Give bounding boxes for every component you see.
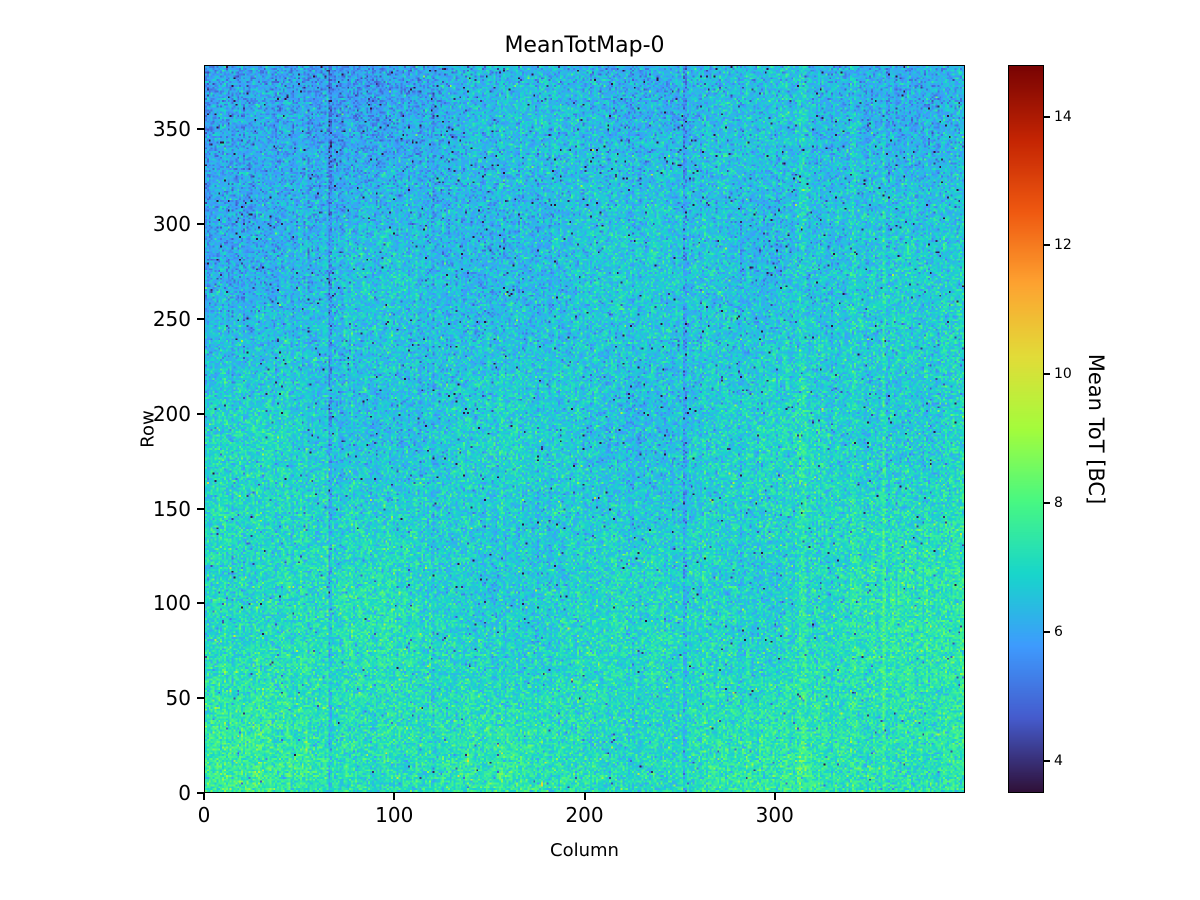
- y-tick-mark: [197, 318, 204, 321]
- colorbar-tick-label: 8: [1054, 495, 1063, 512]
- colorbar-tick-label: 4: [1054, 752, 1063, 769]
- x-tick-mark: [393, 793, 396, 800]
- y-tick-label: 150: [152, 496, 191, 521]
- x-tick-label: 100: [375, 803, 414, 827]
- y-tick-mark: [197, 223, 204, 226]
- y-tick-label: 300: [152, 212, 191, 237]
- x-tick-label: 300: [755, 803, 794, 827]
- colorbar: [1008, 65, 1044, 793]
- colorbar-label: Mean ToT [BC]: [1084, 353, 1108, 505]
- x-tick-label: 0: [197, 803, 211, 827]
- colorbar-tick-mark: [1044, 502, 1050, 505]
- x-tick-mark: [583, 793, 586, 800]
- colorbar-canvas: [1009, 66, 1043, 792]
- x-axis-label: Column: [550, 840, 619, 861]
- colorbar-tick-mark: [1044, 759, 1050, 762]
- colorbar-tick-label: 12: [1054, 237, 1072, 254]
- heatmap-canvas: [205, 66, 964, 792]
- x-tick-mark: [773, 793, 776, 800]
- colorbar-tick-label: 10: [1054, 366, 1072, 383]
- y-tick-mark: [197, 412, 204, 415]
- x-tick-label: 200: [565, 803, 604, 827]
- y-tick-mark: [197, 792, 204, 794]
- y-tick-label: 50: [165, 686, 191, 711]
- colorbar-tick-label: 6: [1054, 623, 1063, 640]
- y-tick-label: 250: [152, 307, 191, 332]
- y-tick-label: 100: [152, 591, 191, 616]
- y-tick-mark: [197, 602, 204, 605]
- chart-title: MeanTotMap-0: [504, 33, 665, 58]
- y-tick-label: 200: [152, 401, 191, 426]
- colorbar-tick-label: 14: [1054, 108, 1072, 125]
- y-tick-mark: [197, 697, 204, 700]
- plot-area: [204, 65, 965, 793]
- x-tick-mark: [203, 793, 205, 800]
- colorbar-tick-mark: [1044, 244, 1050, 247]
- y-tick-label: 350: [152, 117, 191, 142]
- colorbar-tick-mark: [1044, 115, 1050, 118]
- colorbar-tick-mark: [1044, 373, 1050, 376]
- y-tick-label: 0: [178, 781, 191, 805]
- colorbar-tick-mark: [1044, 630, 1050, 633]
- y-tick-mark: [197, 128, 204, 131]
- y-tick-mark: [197, 507, 204, 510]
